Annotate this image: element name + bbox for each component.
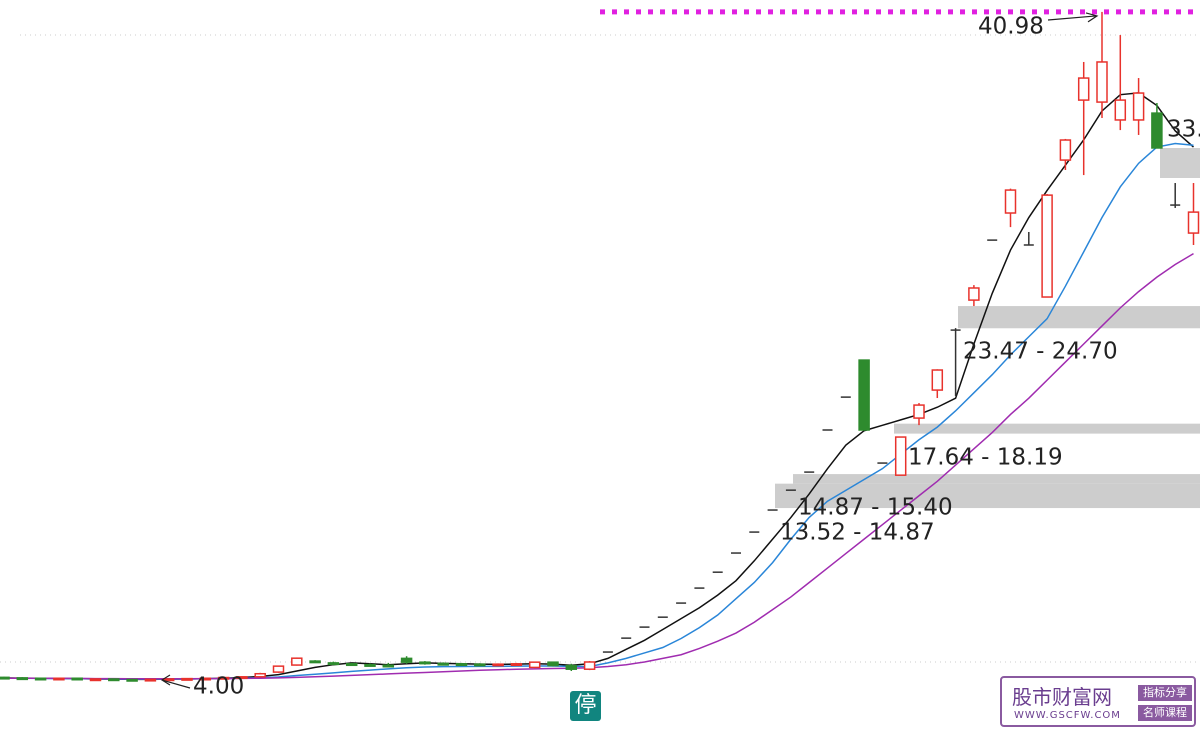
edge-label: 33. xyxy=(1167,117,1200,143)
candle-body xyxy=(217,676,230,680)
candle-body xyxy=(199,677,212,681)
candle-body xyxy=(510,663,523,667)
zone-label: 17.64 - 18.19 xyxy=(908,445,1063,471)
candle-body xyxy=(126,678,138,682)
watermark-tag: 指标分享 xyxy=(1138,685,1192,701)
arrow xyxy=(160,674,191,689)
candle-body xyxy=(89,678,102,682)
candle-body xyxy=(455,663,468,667)
high-label: 40.98 xyxy=(978,14,1044,40)
candle-body xyxy=(547,661,559,667)
candle-body xyxy=(1077,77,1090,101)
candle-body xyxy=(291,657,303,666)
candle-body xyxy=(1004,189,1017,214)
low-label: 4.00 xyxy=(193,674,244,700)
candle-body xyxy=(254,672,266,678)
price-zone xyxy=(894,423,1200,434)
candle-body xyxy=(913,404,925,419)
candle-body xyxy=(1096,61,1108,103)
candle-body xyxy=(400,657,413,663)
candle-body xyxy=(492,663,504,667)
price-zone xyxy=(958,306,1200,329)
arrow xyxy=(1047,12,1099,23)
candle-body xyxy=(1187,211,1200,234)
candle-body xyxy=(419,661,431,665)
price-zone xyxy=(775,483,1200,509)
candle-body xyxy=(1132,92,1145,121)
candle-body xyxy=(236,676,248,680)
candle-body xyxy=(968,287,980,301)
candle-body xyxy=(327,662,340,666)
candle-body xyxy=(528,661,541,669)
candle-body xyxy=(437,662,449,666)
zone-label: 13.52 - 14.87 xyxy=(780,520,935,546)
moving-average xyxy=(3,92,1194,681)
candle-body xyxy=(108,678,120,682)
candle-body xyxy=(272,665,285,673)
watermark-title: 股市财富网 xyxy=(1012,685,1112,709)
candle-body xyxy=(1041,194,1053,298)
candle-body xyxy=(364,663,376,667)
halt-badge: 停 xyxy=(570,691,601,721)
candle-body xyxy=(474,663,486,667)
candle-body xyxy=(894,436,907,476)
candle-body xyxy=(144,678,157,682)
candle-body xyxy=(931,369,944,391)
candle-body xyxy=(858,359,870,431)
candle-body xyxy=(309,660,321,664)
price-zone xyxy=(793,474,1200,484)
candle-body xyxy=(16,677,29,681)
candle-body xyxy=(345,663,358,667)
watermark: 股市财富网 WWW.GSCFW.COM 指标分享 名师课程 xyxy=(1000,676,1196,727)
candle-body xyxy=(71,677,83,681)
watermark-url: WWW.GSCFW.COM xyxy=(1014,710,1121,721)
zone-label: 23.47 - 24.70 xyxy=(963,339,1118,365)
candle-body xyxy=(1151,112,1163,149)
watermark-tag: 名师课程 xyxy=(1138,705,1192,721)
candle-body xyxy=(34,677,47,681)
candle-body xyxy=(565,664,578,670)
candle-body xyxy=(181,677,193,681)
candle-body xyxy=(162,678,175,682)
candle-body xyxy=(53,677,65,681)
candle-body xyxy=(0,676,10,680)
candle-body xyxy=(382,664,395,668)
candle-body xyxy=(1059,139,1072,161)
zone-label: 14.87 - 15.40 xyxy=(798,495,953,521)
candle-body xyxy=(583,661,596,670)
candle-body xyxy=(1114,99,1127,121)
edge-zone xyxy=(1160,148,1200,178)
